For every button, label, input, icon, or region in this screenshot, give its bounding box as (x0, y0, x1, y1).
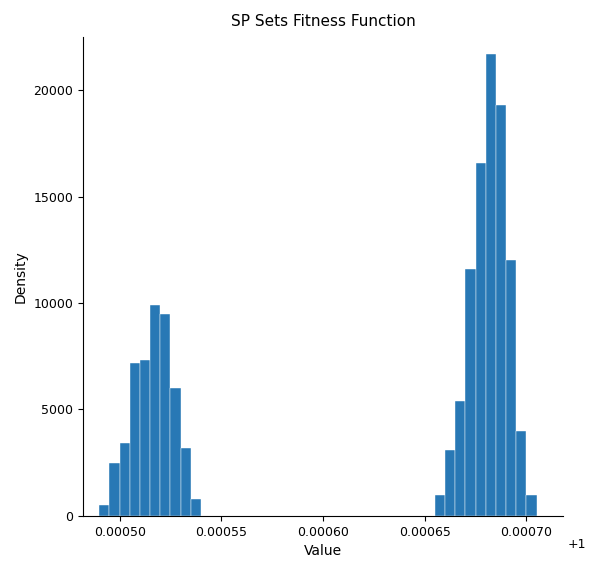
Text: +1: +1 (568, 538, 586, 551)
Bar (466, 269, 476, 516)
Bar (160, 313, 170, 516)
Bar (140, 360, 150, 516)
Bar (506, 260, 516, 516)
Bar (109, 463, 119, 516)
Bar (476, 162, 485, 516)
Bar (526, 495, 536, 516)
Bar (496, 105, 506, 516)
Bar (130, 363, 140, 516)
Bar (485, 54, 496, 516)
Bar (170, 388, 181, 516)
Y-axis label: Density: Density (14, 250, 28, 303)
Bar (191, 499, 201, 516)
Bar (100, 505, 109, 516)
Bar (455, 401, 466, 516)
Bar (119, 443, 130, 516)
Bar (435, 495, 445, 516)
Bar (445, 450, 455, 516)
Title: SP Sets Fitness Function: SP Sets Fitness Function (230, 14, 415, 29)
Bar (181, 448, 191, 516)
X-axis label: Value: Value (304, 544, 342, 558)
Bar (516, 431, 526, 516)
Bar (150, 305, 160, 516)
